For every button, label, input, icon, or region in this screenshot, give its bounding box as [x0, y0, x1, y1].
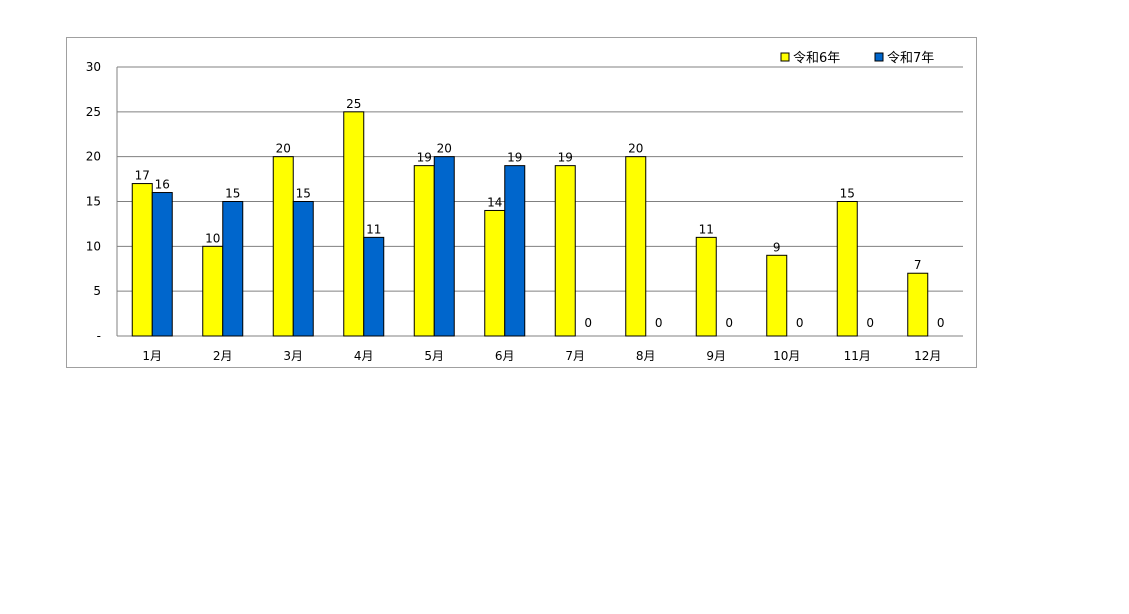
x-tick-label: 4月: [354, 349, 374, 363]
data-label: 9: [773, 240, 781, 254]
x-tick-label: 11月: [844, 349, 871, 363]
y-tick-label: 15: [86, 195, 101, 209]
y-tick-label: 10: [86, 239, 101, 253]
y-tick-label: 30: [86, 60, 101, 74]
bar: [272, 156, 294, 337]
bar: [907, 272, 929, 337]
data-label: 0: [655, 316, 663, 330]
y-tick-label: 25: [86, 105, 101, 119]
bar: [151, 192, 173, 337]
data-label: 19: [507, 151, 522, 165]
bar: [292, 201, 314, 337]
data-label: 19: [417, 151, 432, 165]
data-label: 14: [487, 195, 502, 209]
data-label: 20: [437, 142, 452, 156]
y-tick-label: -: [97, 329, 101, 343]
data-label: 15: [296, 187, 311, 201]
legend-swatch: [874, 52, 884, 62]
x-tick-label: 10月: [773, 349, 800, 363]
bar: [504, 165, 526, 337]
x-tick-label: 8月: [636, 349, 656, 363]
data-label: 25: [346, 97, 361, 111]
x-tick-label: 1月: [142, 349, 162, 363]
bar: [625, 156, 647, 337]
data-label: 15: [225, 187, 240, 201]
data-label: 0: [866, 316, 874, 330]
data-label: 17: [135, 169, 150, 183]
bar: [202, 245, 224, 337]
bar: [766, 254, 788, 337]
data-label: 11: [366, 222, 381, 236]
x-tick-label: 2月: [213, 349, 233, 363]
data-label: 19: [558, 151, 573, 165]
y-tick-label: 5: [93, 284, 101, 298]
data-label: 0: [584, 316, 592, 330]
x-tick-label: 9月: [706, 349, 726, 363]
data-label: 15: [840, 187, 855, 201]
data-label: 0: [796, 316, 804, 330]
data-label: 0: [937, 316, 945, 330]
bar: [433, 156, 455, 337]
x-tick-label: 7月: [565, 349, 585, 363]
bar: [222, 201, 244, 337]
data-label: 0: [725, 316, 733, 330]
x-tick-label: 3月: [283, 349, 303, 363]
x-tick-label: 6月: [495, 349, 515, 363]
data-label: 20: [276, 142, 291, 156]
bar: [413, 165, 435, 337]
bar: [131, 183, 153, 337]
data-label: 11: [699, 222, 714, 236]
data-label: 20: [628, 142, 643, 156]
bar: [695, 236, 717, 337]
x-tick-label: 5月: [424, 349, 444, 363]
y-tick-label: 20: [86, 150, 101, 164]
data-label: 10: [205, 231, 220, 245]
bar: [484, 209, 506, 337]
legend-swatch: [780, 52, 790, 62]
bar: [554, 165, 576, 337]
data-label: 7: [914, 258, 922, 272]
legend-label: 令和6年: [793, 51, 840, 66]
x-tick-label: 12月: [914, 349, 941, 363]
bar: [836, 201, 858, 337]
bar: [363, 236, 385, 337]
legend-label: 令和7年: [887, 51, 934, 66]
data-label: 16: [155, 178, 170, 192]
bar: [343, 111, 365, 337]
